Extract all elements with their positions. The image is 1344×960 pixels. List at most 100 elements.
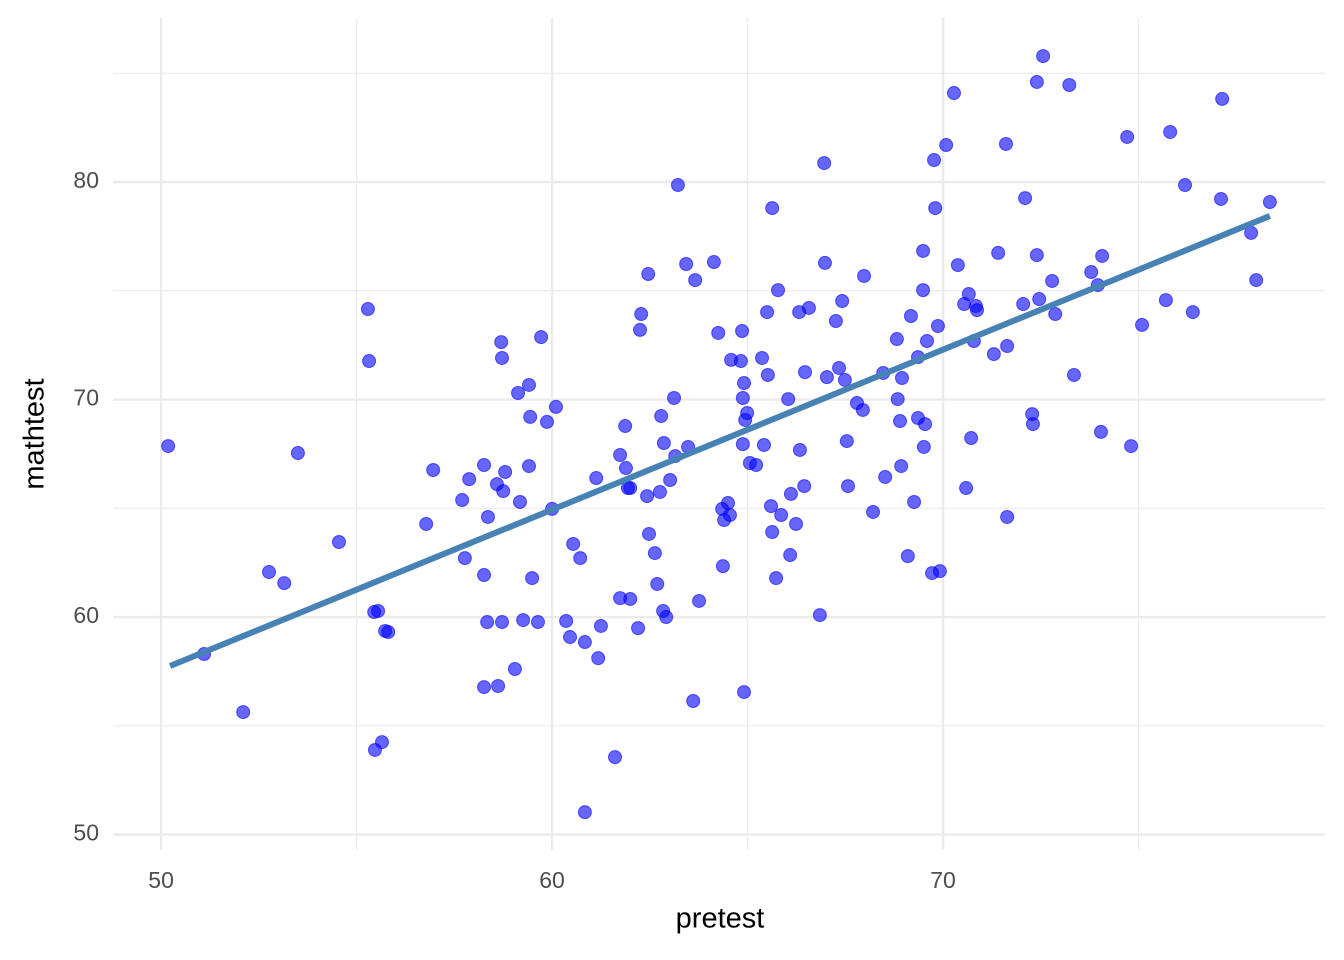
- point: [1045, 273, 1060, 288]
- point: [828, 314, 843, 329]
- point: [991, 245, 1006, 260]
- point: [1016, 297, 1031, 312]
- point: [591, 651, 606, 666]
- point: [797, 479, 812, 494]
- point: [916, 439, 931, 454]
- point: [495, 350, 510, 365]
- point: [534, 330, 549, 345]
- point: [765, 524, 780, 539]
- point: [563, 630, 578, 645]
- point: [641, 267, 656, 282]
- point: [1029, 74, 1044, 89]
- point: [1135, 317, 1150, 332]
- point: [659, 610, 674, 625]
- point: [890, 392, 905, 407]
- point: [986, 347, 1001, 362]
- point: [462, 472, 477, 487]
- point: [686, 694, 701, 709]
- point: [667, 391, 682, 406]
- point: [634, 307, 649, 322]
- point: [735, 391, 750, 406]
- point: [964, 431, 979, 446]
- y-tick-label: 70: [73, 385, 99, 411]
- point: [1158, 293, 1173, 308]
- point: [633, 322, 648, 337]
- point: [893, 414, 908, 429]
- point: [512, 494, 527, 509]
- point: [539, 414, 554, 429]
- point: [362, 354, 377, 369]
- point: [756, 437, 771, 452]
- point: [928, 201, 943, 216]
- point: [656, 436, 671, 451]
- point: [894, 459, 909, 474]
- point: [735, 324, 750, 339]
- point: [618, 461, 633, 476]
- point: [737, 685, 752, 700]
- point: [623, 481, 638, 496]
- point: [903, 308, 918, 323]
- point: [573, 551, 588, 566]
- point: [918, 417, 933, 432]
- point: [663, 473, 678, 488]
- point: [1093, 424, 1108, 439]
- point: [1000, 509, 1015, 524]
- point: [755, 350, 770, 365]
- point: [511, 385, 526, 400]
- x-tick-label: 70: [930, 867, 956, 893]
- x-tick-label: 50: [148, 867, 174, 893]
- point: [946, 86, 961, 101]
- point: [1036, 49, 1051, 64]
- point: [930, 319, 945, 334]
- point: [749, 457, 764, 472]
- point: [760, 367, 775, 382]
- point: [419, 516, 434, 531]
- point: [494, 335, 509, 350]
- point: [577, 805, 592, 820]
- point: [839, 434, 854, 449]
- point: [857, 268, 872, 283]
- point: [1262, 195, 1277, 210]
- point: [735, 437, 750, 452]
- point: [1249, 273, 1264, 288]
- point: [998, 136, 1013, 151]
- point: [1032, 292, 1047, 307]
- point: [236, 705, 251, 720]
- point: [950, 258, 965, 273]
- marks: [161, 49, 1277, 820]
- point: [477, 680, 492, 695]
- point: [866, 504, 881, 519]
- point: [521, 377, 536, 392]
- fit-line: [168, 213, 1272, 669]
- point: [480, 509, 495, 524]
- point: [760, 305, 775, 320]
- grid: [113, 18, 1325, 850]
- point: [521, 459, 536, 474]
- point: [161, 439, 176, 454]
- point: [1215, 91, 1230, 106]
- point: [1124, 439, 1139, 454]
- point: [1185, 305, 1200, 320]
- point: [618, 419, 633, 434]
- point: [894, 370, 909, 385]
- point: [613, 447, 628, 462]
- point: [679, 257, 694, 272]
- point: [477, 457, 492, 472]
- point: [559, 613, 574, 628]
- point: [290, 446, 305, 461]
- point: [1066, 367, 1081, 382]
- point: [457, 551, 472, 566]
- point: [261, 565, 276, 580]
- point: [817, 156, 832, 171]
- point: [516, 613, 531, 628]
- point: [798, 365, 813, 380]
- point: [970, 303, 985, 318]
- point: [1214, 191, 1229, 206]
- point: [1000, 339, 1015, 354]
- point: [1163, 124, 1178, 139]
- point: [496, 484, 511, 499]
- point: [589, 471, 604, 486]
- point: [631, 621, 646, 636]
- point: [1120, 129, 1135, 144]
- point: [765, 201, 780, 216]
